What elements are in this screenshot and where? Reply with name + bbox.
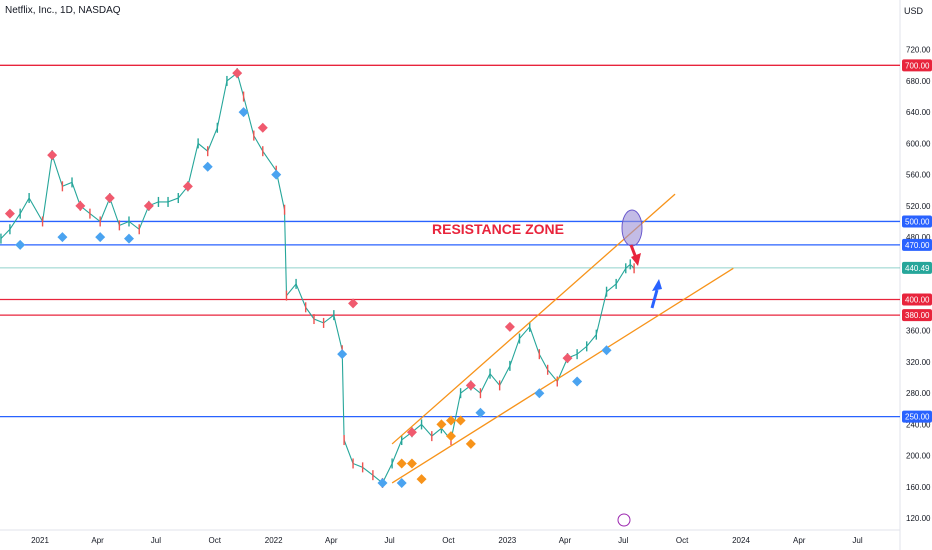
channel-marker — [436, 419, 447, 430]
high-marker — [504, 321, 515, 332]
channel-marker — [406, 458, 417, 469]
low-marker — [123, 233, 134, 244]
x-tick-label: Oct — [209, 536, 222, 545]
x-tick-label: 2021 — [31, 536, 49, 545]
low-marker — [601, 345, 612, 356]
x-tick-label: Apr — [91, 536, 104, 545]
high-marker — [75, 200, 86, 211]
level-tag-label: 470.00 — [905, 241, 930, 250]
x-tick-label: Apr — [793, 536, 806, 545]
low-marker — [572, 376, 583, 387]
level-tag-bg — [902, 238, 932, 251]
level-tag-bg — [902, 293, 932, 306]
x-tick-label: Oct — [442, 536, 455, 545]
x-tick-label: Apr — [559, 536, 572, 545]
high-marker — [465, 380, 476, 391]
channel-marker — [465, 438, 476, 449]
high-marker — [348, 298, 359, 309]
resistance-highlight — [621, 209, 643, 247]
arrow-up-head — [652, 279, 662, 291]
y-tick-label: 280.00 — [906, 389, 931, 398]
level-tag-label: 700.00 — [905, 61, 930, 70]
low-marker — [202, 161, 213, 172]
earnings-event-icon — [617, 513, 631, 527]
channel-lower-line — [391, 267, 734, 484]
channel-marker — [445, 415, 456, 426]
low-marker — [337, 349, 348, 360]
level-tag-bg — [902, 261, 932, 274]
low-marker — [377, 477, 388, 488]
y-tick-label: 240.00 — [906, 420, 931, 429]
high-marker — [4, 208, 15, 219]
price-series-line — [0, 72, 635, 484]
x-tick-label: Jul — [852, 536, 862, 545]
y-tick-label: 480.00 — [906, 233, 931, 242]
high-marker — [406, 427, 417, 438]
high-marker — [257, 122, 268, 133]
low-marker — [534, 388, 545, 399]
x-tick-label: Jul — [384, 536, 394, 545]
arrow-down-head — [631, 253, 641, 266]
high-marker — [143, 200, 154, 211]
x-tick-label: 2024 — [732, 536, 750, 545]
channel-marker — [455, 415, 466, 426]
level-tag-label: 380.00 — [905, 311, 930, 320]
resistance-zone-label: RESISTANCE ZONE — [432, 221, 564, 237]
low-marker — [57, 232, 68, 243]
x-tick-label: 2022 — [265, 536, 283, 545]
y-tick-label: 520.00 — [906, 202, 931, 211]
x-tick-label: Jul — [618, 536, 628, 545]
y-tick-label: 720.00 — [906, 46, 931, 55]
y-tick-label: 320.00 — [906, 358, 931, 367]
chart-title: Netflix, Inc., 1D, NASDAQ — [5, 5, 121, 16]
high-marker — [562, 353, 573, 364]
level-tag-label: 400.00 — [905, 296, 930, 305]
level-tag-bg — [902, 215, 932, 228]
y-tick-label: 560.00 — [906, 171, 931, 180]
low-marker — [271, 169, 282, 180]
y-tick-label: 200.00 — [906, 452, 931, 461]
currency-label[interactable]: USD — [904, 6, 924, 16]
low-marker — [95, 232, 106, 243]
channel-marker — [416, 474, 427, 485]
arrow-up-shaft — [650, 289, 659, 309]
level-tag-bg — [902, 59, 932, 72]
y-tick-label: 640.00 — [906, 108, 931, 117]
y-tick-label: 120.00 — [906, 514, 931, 523]
level-tag-bg — [902, 410, 932, 423]
x-tick-label: Oct — [676, 536, 689, 545]
level-tag-label: 250.00 — [905, 413, 930, 422]
level-tag-label: 500.00 — [905, 217, 930, 226]
y-tick-label: 600.00 — [906, 139, 931, 148]
high-marker — [182, 181, 193, 192]
channel-marker — [445, 431, 456, 442]
high-marker — [104, 193, 115, 204]
low-marker — [396, 477, 407, 488]
level-tag-bg — [902, 309, 932, 322]
x-tick-label: Apr — [325, 536, 338, 545]
y-tick-label: 160.00 — [906, 483, 931, 492]
x-tick-label: 2023 — [498, 536, 516, 545]
low-marker — [475, 407, 486, 418]
high-marker — [232, 68, 243, 79]
level-tag-label: 440.49 — [905, 264, 930, 273]
high-marker — [47, 150, 58, 161]
low-marker — [15, 239, 26, 250]
channel-marker — [396, 458, 407, 469]
y-tick-label: 680.00 — [906, 77, 931, 86]
y-tick-label: 360.00 — [906, 327, 931, 336]
low-marker — [238, 107, 249, 118]
x-tick-label: Jul — [151, 536, 161, 545]
